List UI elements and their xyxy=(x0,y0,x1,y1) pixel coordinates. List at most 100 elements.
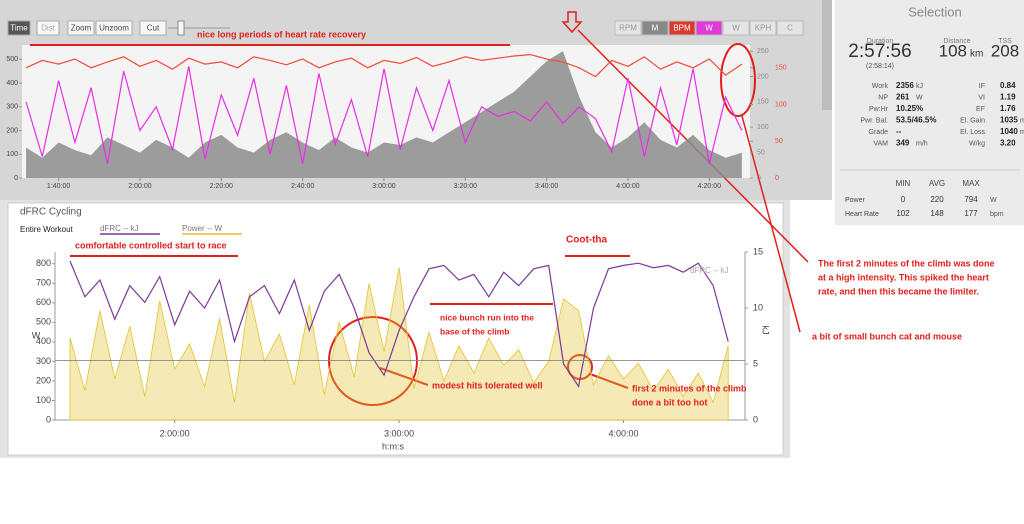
table-row-label: Heart Rate xyxy=(845,211,879,218)
table-unit: bpm xyxy=(990,211,1004,218)
metric-value: 261 xyxy=(896,93,910,102)
metric-value: 2356 xyxy=(896,81,914,90)
chart-subtitle: Entire Workout xyxy=(20,225,74,234)
dfrc-panel xyxy=(7,202,784,456)
button[interactable] xyxy=(139,20,167,36)
metric-label: El. Loss xyxy=(960,129,985,136)
y-tick-label: 0 xyxy=(46,414,51,424)
table-unit: W xyxy=(990,197,997,204)
toggle-button[interactable] xyxy=(722,20,750,36)
button-label: Dist xyxy=(41,24,56,33)
metric-unit: m xyxy=(1020,129,1024,136)
button-label: Time xyxy=(10,24,28,33)
button-label: Unzoom xyxy=(99,24,129,33)
button-label: Zoom xyxy=(71,24,92,33)
button-label: C xyxy=(787,24,793,33)
y-tick-label: 700 xyxy=(36,278,51,288)
summary-value: 108 xyxy=(939,41,967,60)
metric-value: 1.76 xyxy=(1000,104,1016,113)
legend-label: dFRC -- kJ xyxy=(100,224,139,233)
table-cell: 220 xyxy=(930,195,944,204)
x-tick-label: 3:40:00 xyxy=(535,183,558,190)
toggle-button[interactable] xyxy=(749,20,777,36)
metric-label: NP xyxy=(878,94,888,101)
x-tick-label: 2:00:00 xyxy=(128,183,151,190)
slider-thumb[interactable] xyxy=(177,20,185,36)
y-tick-label: 100 xyxy=(36,395,51,405)
metric-label: EF xyxy=(976,106,985,113)
metric-unit: W xyxy=(916,94,923,101)
summary-unit: km xyxy=(970,49,983,60)
x-tick-label: 4:00:00 xyxy=(616,183,639,190)
toggle-button[interactable] xyxy=(668,20,696,36)
x-tick-label: 2:40:00 xyxy=(291,183,314,190)
metric-value: 1.19 xyxy=(1000,93,1016,102)
metric-unit: m xyxy=(1020,117,1024,124)
x-tick-label: 3:20:00 xyxy=(454,183,477,190)
annotation: base of the climb xyxy=(440,326,509,336)
metric-value: 1040 xyxy=(1000,127,1018,136)
leader xyxy=(741,115,801,333)
annotation: a bit of small bunch cat and mouse xyxy=(812,331,962,341)
chart-title: dFRC Cycling xyxy=(20,207,82,218)
annotation: nice long periods of heart rate recovery xyxy=(197,29,366,39)
annotation: at a high intensity. This spiked the hea… xyxy=(818,272,989,282)
metric-label: Pw:Hr xyxy=(869,106,889,113)
annotation: done a bit too hot xyxy=(632,397,708,407)
metric-value: -- xyxy=(896,127,902,136)
toggle-button[interactable] xyxy=(641,20,669,36)
metric-value: 53.5/46.5% xyxy=(896,116,936,125)
y-tick-label: 600 xyxy=(36,297,51,307)
x-tick-label: 4:00:00 xyxy=(608,428,638,438)
y3-tick-label: 0 xyxy=(757,175,761,182)
y3-tick-label: 200 xyxy=(757,73,769,80)
metric-label: VAM xyxy=(873,140,888,147)
y2-tick-label: 150 xyxy=(775,65,787,72)
metric-label: IF xyxy=(979,83,985,90)
button[interactable] xyxy=(36,20,60,36)
metric-label: Pwr. Bal. xyxy=(860,117,888,124)
toggle-button[interactable] xyxy=(695,20,723,36)
scrollbar[interactable] xyxy=(822,0,832,110)
y-tick-label: 400 xyxy=(6,80,18,87)
x-tick-label: 3:00:00 xyxy=(372,183,395,190)
table-header: AVG xyxy=(929,179,945,188)
metric-label: Grade xyxy=(869,129,889,136)
button-label: M xyxy=(652,24,659,33)
button[interactable] xyxy=(7,20,31,36)
table-cell: 794 xyxy=(964,195,978,204)
table-cell: 102 xyxy=(896,209,910,218)
arrow xyxy=(561,11,583,34)
annotation: The first 2 minutes of the climb was don… xyxy=(818,258,995,268)
leader xyxy=(379,367,429,386)
button-label: W xyxy=(705,24,713,33)
annotation: rate, and then this became the limiter. xyxy=(818,286,979,296)
y-tick-label: 200 xyxy=(6,127,18,134)
x-tick-label: 3:00:00 xyxy=(384,428,414,438)
button[interactable] xyxy=(95,20,133,36)
metric-label: El. Gain xyxy=(960,117,985,124)
area xyxy=(26,51,742,178)
toggle-button[interactable] xyxy=(776,20,804,36)
metric-value: 3.20 xyxy=(1000,139,1016,148)
circle xyxy=(720,43,756,117)
summary-value: 208 xyxy=(991,41,1019,60)
metric-value: 0.84 xyxy=(1000,81,1016,90)
y2-tick-label: 5 xyxy=(753,358,758,368)
sidebar xyxy=(835,0,1024,225)
y-tick-label: 0 xyxy=(14,175,18,182)
x-tick-label: 2:00:00 xyxy=(160,428,190,438)
table-cell: 0 xyxy=(901,195,906,204)
y-tick-label: 200 xyxy=(36,375,51,385)
toggle-button[interactable] xyxy=(614,20,642,36)
button[interactable] xyxy=(67,20,95,36)
x-tick-label: 4:20:00 xyxy=(698,183,721,190)
y-tick-label: 300 xyxy=(6,104,18,111)
summary-label: Distance xyxy=(943,38,970,45)
y2-tick-label: 10 xyxy=(753,302,763,312)
summary-value: 2:57:56 xyxy=(848,41,911,62)
metric-label: W/kg xyxy=(969,140,985,147)
x-tick-label: 2:20:00 xyxy=(210,183,233,190)
inline-series-label: dFRC -- kJ xyxy=(690,266,729,275)
